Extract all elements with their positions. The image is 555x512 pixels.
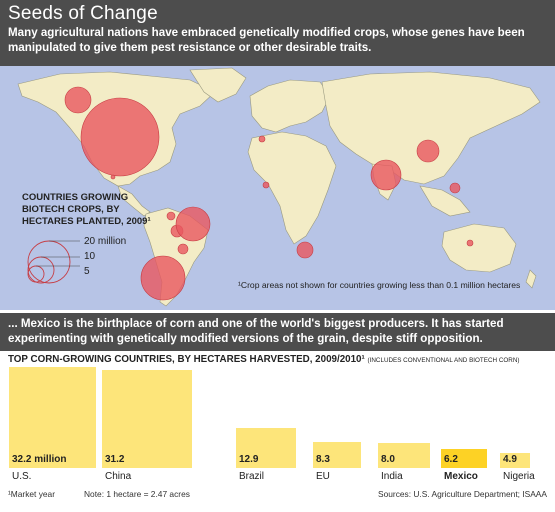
bubble-spain: [258, 135, 266, 143]
bar-category-label: China: [105, 471, 132, 482]
map-footnote: ¹Crop areas not shown for countries grow…: [238, 280, 521, 290]
bar-category-label: Nigeria: [503, 471, 535, 482]
legend-title-line-2: BIOTECH CROPS, BY: [22, 204, 120, 215]
chart-title: TOP CORN-GROWING COUNTRIES, BY HECTARES …: [8, 354, 519, 365]
legend-value-5: 5: [84, 266, 90, 277]
bar-india: [378, 443, 430, 468]
legend-leaders: [36, 240, 80, 267]
bar-category-label: India: [381, 471, 403, 482]
bar-us: [9, 367, 96, 468]
land-se-asia: [419, 185, 471, 217]
bubble-uruguay: [177, 243, 189, 255]
bar-mexico: [441, 449, 487, 468]
page-title: Seeds of Change: [8, 3, 158, 24]
chart-title-text: TOP CORN-GROWING COUNTRIES, BY HECTARES …: [8, 354, 365, 365]
section2-band: ... Mexico is the birthplace of corn and…: [0, 313, 555, 351]
land-africa: [247, 131, 337, 245]
bubble-bolivia: [166, 211, 176, 221]
bar-value-label: 12.9: [239, 454, 259, 465]
footnote-hectare: Note: 1 hectare = 2.47 acres: [84, 489, 190, 499]
legend-circles: [27, 240, 71, 284]
bubble-india: [370, 159, 402, 191]
legend-circle-10: [27, 256, 55, 284]
bar-nigeria: [500, 453, 530, 468]
bubbles: [64, 86, 474, 301]
bubble-burkina: [262, 181, 270, 189]
bar-value-label: 8.0: [381, 454, 395, 465]
bar-category-label: Brazil: [239, 471, 265, 482]
bubble-argentina: [140, 255, 186, 301]
legend-title-line-3: HECTARES PLANTED, 2009¹: [22, 216, 151, 227]
land-asia: [321, 71, 541, 185]
header-band: Seeds of Change Many agricultural nation…: [0, 0, 555, 66]
bar-brazil: [236, 428, 296, 468]
section2-text: ... Mexico is the birthplace of corn and…: [8, 317, 504, 345]
bubble-brazil: [175, 206, 211, 242]
land-greenland: [189, 67, 247, 103]
bubble-south-africa: [296, 241, 314, 259]
chart-subtitle: (INCLUDES CONVENTIONAL AND BIOTECH CORN): [367, 357, 520, 364]
world-map: COUNTRIES GROWING BIOTECH CROPS, BY HECT…: [0, 66, 555, 310]
land-masses: [17, 67, 541, 307]
map-legend-title: COUNTRIES GROWING BIOTECH CROPS, BY HECT…: [22, 192, 162, 228]
bar-value-label: 4.9: [503, 454, 517, 465]
bar-china: [102, 370, 192, 468]
bubble-philippines: [449, 182, 461, 194]
legend-value-20m: 20 million: [84, 236, 127, 247]
bubble-australia: [466, 239, 474, 247]
footnote-market-year: ¹Market year: [8, 489, 56, 499]
legend-title-line-1: COUNTRIES GROWING: [22, 192, 129, 203]
legend-circle-5: [27, 265, 45, 283]
bar-value-label: 31.2: [105, 454, 125, 465]
bubble-china: [416, 139, 440, 163]
bubble-canada: [64, 86, 92, 114]
land-australia: [441, 223, 517, 273]
bar-category-label: Mexico: [444, 471, 478, 482]
bar-category-label: EU: [316, 471, 330, 482]
legend-circle-20m: [27, 240, 71, 284]
footnote-sources: Sources: U.S. Agriculture Department; IS…: [378, 489, 547, 499]
bar-category-label: U.S.: [12, 471, 32, 482]
corn-chart: TOP CORN-GROWING COUNTRIES, BY HECTARES …: [0, 351, 555, 512]
land-europe: [249, 79, 331, 133]
bubble-us: [80, 97, 160, 177]
bubble-mexico: [110, 174, 116, 180]
legend-value-10: 10: [84, 251, 96, 262]
page-subtitle: Many agricultural nations have embraced …: [8, 26, 525, 54]
bar-eu: [313, 442, 361, 468]
map-svg: [17, 67, 541, 307]
bar-value-label: 6.2: [444, 454, 458, 465]
bar-value-label: 32.2 million: [12, 454, 67, 465]
land-new-zealand: [525, 269, 537, 289]
bar-value-label: 8.3: [316, 454, 330, 465]
